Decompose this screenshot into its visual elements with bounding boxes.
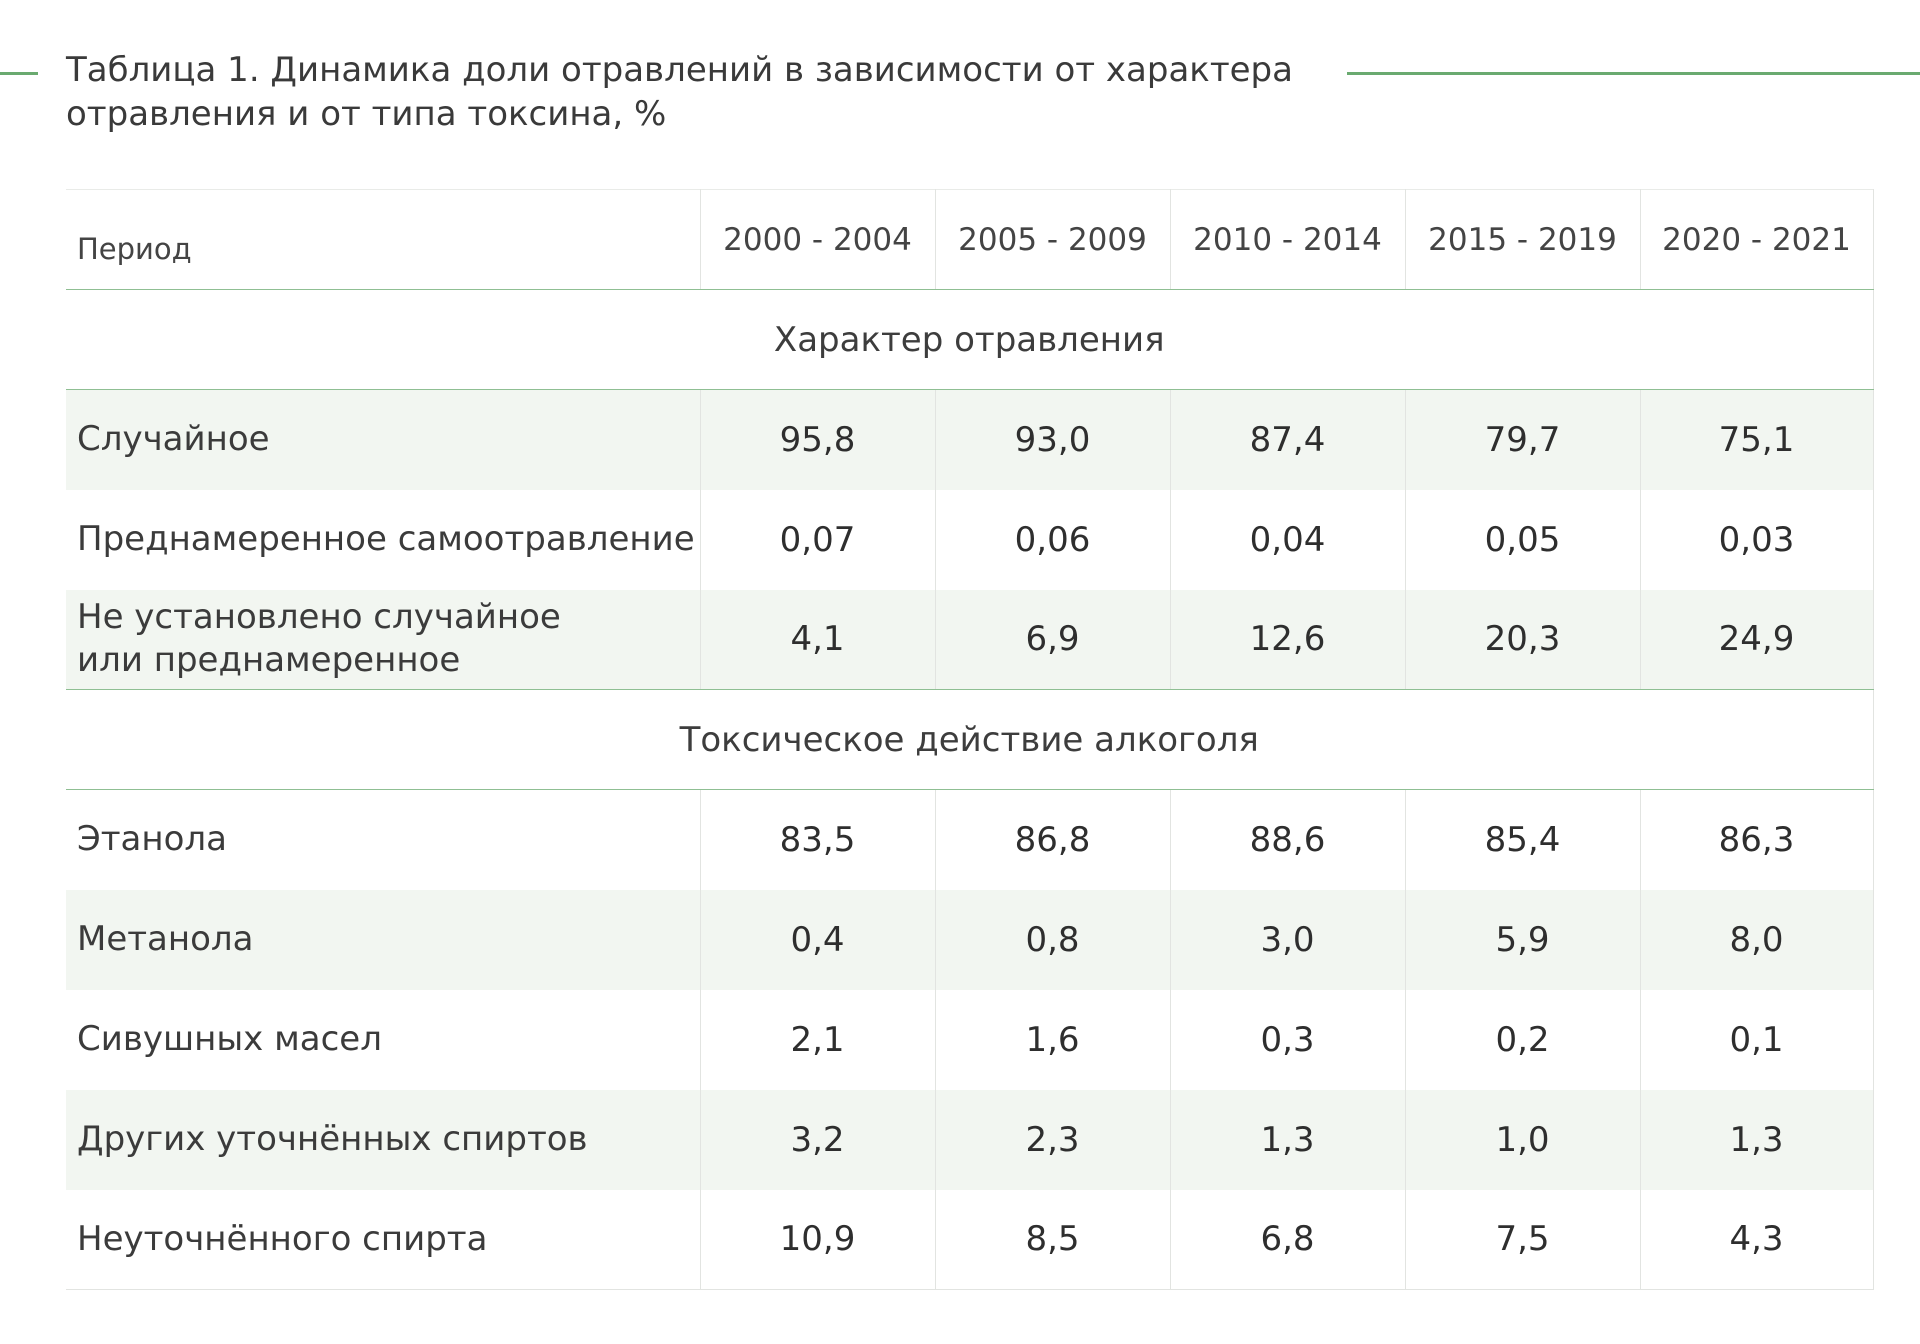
table-cell: 10,9 (700, 1189, 936, 1290)
row-label: Неуточнённого спирта (66, 1189, 701, 1290)
row-label-line: Сивушных масел (77, 1019, 382, 1059)
header-period-2005-2009: 2005 - 2009 (935, 189, 1171, 290)
row-label: Этанола (66, 789, 701, 890)
table-cell: 0,4 (700, 889, 936, 990)
row-label: Других уточнённых спиртов (66, 1089, 701, 1190)
row-label-line: Неуточнённого спирта (77, 1218, 488, 1259)
row-label-line: Метанола (77, 919, 254, 959)
table-cell: 0,04 (1170, 489, 1406, 590)
table-cell: 4,3 (1640, 1189, 1874, 1290)
table-cell: 88,6 (1170, 789, 1406, 890)
row-label: Сивушных масел (66, 989, 701, 1090)
table-row: Других уточнённых спиртов 3,2 2,3 1,3 1,… (66, 1089, 1874, 1190)
table-cell: 12,6 (1170, 589, 1406, 690)
header-row: Период 2000 - 2004 2005 - 2009 2010 - 20… (66, 189, 1874, 290)
table-cell: 2,3 (935, 1089, 1171, 1190)
title-rule-left (0, 72, 38, 75)
table-cell: 2,1 (700, 989, 936, 1090)
row-label-line: Случайное (77, 419, 270, 460)
table-cell: 79,7 (1405, 389, 1641, 490)
section-header-row: Токсическое действие алкоголя (66, 689, 1874, 790)
table-row: Не установлено случайное или преднамеренн… (66, 589, 1874, 690)
table-cell: 0,03 (1640, 489, 1874, 590)
table-cell: 3,0 (1170, 889, 1406, 990)
poisoning-table: Период 2000 - 2004 2005 - 2009 2010 - 20… (66, 189, 1874, 1290)
table-cell: 1,3 (1640, 1089, 1874, 1190)
table-cell: 8,0 (1640, 889, 1874, 990)
table-row: Преднамеренное самоотравление 0,07 0,06 … (66, 489, 1874, 590)
table-cell: 24,9 (1640, 589, 1874, 690)
table-row: Случайное 95,8 93,0 87,4 79,7 75,1 (66, 389, 1874, 490)
table-row: Неуточнённого спирта 10,9 8,5 6,8 7,5 4,… (66, 1189, 1874, 1290)
table-cell: 6,9 (935, 589, 1171, 690)
table-title-line-1: Таблица 1. Динамика доли отравлений в за… (66, 50, 1293, 90)
table-cell: 5,9 (1405, 889, 1641, 990)
table-cell: 1,6 (935, 989, 1171, 1090)
table-cell: 0,3 (1170, 989, 1406, 1090)
table-cell: 20,3 (1405, 589, 1641, 690)
header-period-2000-2004: 2000 - 2004 (700, 189, 936, 290)
table-cell: 0,05 (1405, 489, 1641, 590)
row-label-line: Не установлено случайное (77, 597, 561, 638)
row-label: Не установлено случайное или преднамеренн… (66, 589, 701, 690)
table-title-line-2: отравления и от типа токсина, % (66, 94, 667, 134)
table-cell: 0,8 (935, 889, 1171, 990)
table-row: Этанола 83,5 86,8 88,6 85,4 86,3 (66, 789, 1874, 890)
table-cell: 95,8 (700, 389, 936, 490)
table-cell: 3,2 (700, 1089, 936, 1190)
section-header-row: Характер отравления (66, 289, 1874, 390)
table-cell: 86,8 (935, 789, 1171, 890)
table-row: Метанола 0,4 0,8 3,0 5,9 8,0 (66, 889, 1874, 990)
table-cell: 1,3 (1170, 1089, 1406, 1190)
header-period-2015-2019: 2015 - 2019 (1405, 189, 1641, 290)
table-cell: 83,5 (700, 789, 936, 890)
header-period-2020-2021: 2020 - 2021 (1640, 189, 1874, 290)
row-label: Случайное (66, 389, 701, 490)
table-row: Сивушных масел 2,1 1,6 0,3 0,2 0,1 (66, 989, 1874, 1090)
table-cell: 0,1 (1640, 989, 1874, 1090)
table-cell: 0,07 (700, 489, 936, 590)
header-period-2010-2014: 2010 - 2014 (1170, 189, 1406, 290)
table-cell: 75,1 (1640, 389, 1874, 490)
row-label-line: Других уточнённых спиртов (77, 1119, 588, 1159)
table-cell: 4,1 (700, 589, 936, 690)
row-label-line: Преднамеренное самоотравление (77, 519, 695, 559)
row-label-line: или преднамеренное (77, 640, 461, 681)
header-period-label: Период (66, 189, 701, 290)
table-cell: 7,5 (1405, 1189, 1641, 1290)
row-label-line: Этанола (77, 819, 227, 860)
row-label: Преднамеренное самоотравление (66, 489, 701, 590)
table-cell: 1,0 (1405, 1089, 1641, 1190)
section-title: Токсическое действие алкоголя (66, 689, 1874, 790)
section-title: Характер отравления (66, 289, 1874, 390)
title-rule-right (1347, 72, 1920, 75)
table-cell: 93,0 (935, 389, 1171, 490)
table-cell: 85,4 (1405, 789, 1641, 890)
table-cell: 0,2 (1405, 989, 1641, 1090)
table-cell: 8,5 (935, 1189, 1171, 1290)
table-cell: 6,8 (1170, 1189, 1406, 1290)
table-cell: 86,3 (1640, 789, 1874, 890)
table-cell: 0,06 (935, 489, 1171, 590)
table-cell: 87,4 (1170, 389, 1406, 490)
row-label: Метанола (66, 889, 701, 990)
table-title: Таблица 1. Динамика доли отравлений в за… (66, 48, 1326, 136)
